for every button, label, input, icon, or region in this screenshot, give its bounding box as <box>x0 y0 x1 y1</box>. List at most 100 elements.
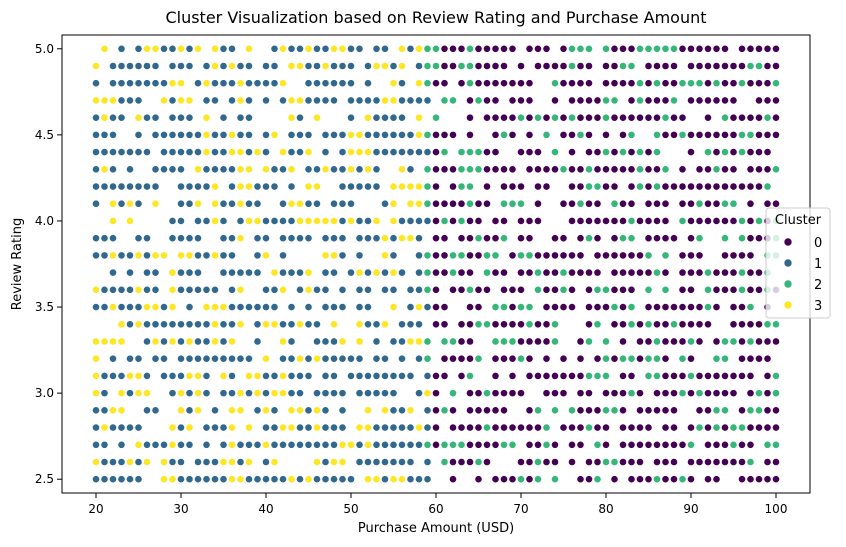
data-point-cluster-0 <box>610 148 619 156</box>
data-point-cluster-2 <box>627 354 636 363</box>
data-point-cluster-2 <box>440 337 449 346</box>
data-point-cluster-1 <box>330 268 338 277</box>
y-tick-label: 3.0 <box>35 386 54 400</box>
data-point-cluster-2 <box>712 165 721 174</box>
data-point-cluster-1 <box>304 303 313 311</box>
data-point-cluster-0 <box>585 130 593 139</box>
data-point-cluster-0 <box>610 354 619 363</box>
data-point-cluster-0 <box>687 475 695 484</box>
data-point-cluster-1 <box>228 251 236 260</box>
data-point-cluster-1 <box>219 234 228 243</box>
data-point-cluster-0 <box>729 165 738 174</box>
data-point-cluster-1 <box>100 148 109 156</box>
data-point-cluster-1 <box>219 217 228 225</box>
data-point-cluster-3 <box>347 217 355 225</box>
data-point-cluster-0 <box>483 285 491 294</box>
data-point-cluster-0 <box>483 165 491 174</box>
data-point-cluster-0 <box>508 372 517 380</box>
data-point-cluster-0 <box>500 165 508 174</box>
y-tick-label: 4.0 <box>35 214 54 228</box>
data-point-cluster-1 <box>398 458 406 466</box>
data-point-cluster-0 <box>772 199 780 208</box>
data-point-cluster-3 <box>330 320 338 329</box>
data-point-cluster-0 <box>704 79 712 88</box>
data-point-cluster-3 <box>219 372 228 380</box>
data-point-cluster-1 <box>406 458 415 466</box>
data-point-cluster-1 <box>151 285 160 294</box>
data-point-cluster-2 <box>738 79 746 88</box>
data-point-cluster-0 <box>755 182 763 191</box>
data-point-cluster-3 <box>355 130 364 139</box>
data-point-cluster-0 <box>602 165 610 174</box>
data-point-cluster-0 <box>534 165 542 174</box>
data-point-cluster-1 <box>347 372 355 380</box>
data-point-cluster-3 <box>236 199 245 208</box>
data-point-cluster-1 <box>423 148 432 156</box>
data-point-cluster-3 <box>236 406 245 415</box>
data-point-cluster-0 <box>542 372 551 380</box>
data-point-cluster-0 <box>474 79 483 88</box>
data-point-cluster-1 <box>304 372 313 380</box>
data-point-cluster-1 <box>338 234 347 243</box>
data-point-cluster-0 <box>474 285 483 294</box>
data-point-cluster-0 <box>772 62 780 70</box>
data-point-cluster-0 <box>432 389 440 398</box>
data-point-cluster-2 <box>670 44 678 53</box>
data-point-cluster-1 <box>185 389 194 398</box>
data-point-cluster-0 <box>644 440 653 449</box>
data-point-cluster-0 <box>483 44 491 53</box>
data-point-cluster-0 <box>432 285 440 294</box>
data-point-cluster-1 <box>194 285 202 294</box>
data-point-cluster-0 <box>772 96 780 105</box>
data-point-cluster-0 <box>525 217 534 225</box>
data-point-cluster-1 <box>236 354 245 363</box>
data-point-cluster-3 <box>398 234 406 243</box>
data-point-cluster-1 <box>126 389 134 398</box>
data-point-cluster-0 <box>712 62 721 70</box>
data-point-cluster-0 <box>721 285 729 294</box>
data-point-cluster-1 <box>194 458 202 466</box>
data-point-cluster-1 <box>296 148 304 156</box>
data-point-cluster-3 <box>211 44 219 53</box>
data-point-cluster-1 <box>219 354 228 363</box>
data-point-cluster-1 <box>304 354 313 363</box>
data-point-cluster-0 <box>593 234 602 243</box>
data-point-cluster-0 <box>466 113 474 122</box>
data-point-cluster-0 <box>678 44 687 53</box>
data-point-cluster-0 <box>755 268 763 277</box>
data-point-cluster-3 <box>270 130 279 139</box>
data-point-cluster-0 <box>576 96 585 105</box>
data-point-cluster-0 <box>763 337 772 346</box>
data-point-cluster-0 <box>534 320 542 329</box>
data-point-cluster-1 <box>262 62 270 70</box>
data-point-cluster-0 <box>525 354 534 363</box>
data-point-cluster-1 <box>117 251 126 260</box>
data-point-cluster-0 <box>466 423 474 432</box>
data-point-cluster-0 <box>670 372 678 380</box>
data-point-cluster-1 <box>228 79 236 88</box>
data-point-cluster-0 <box>585 113 593 122</box>
data-point-cluster-0 <box>525 165 534 174</box>
data-point-cluster-3 <box>389 96 398 105</box>
data-point-cluster-0 <box>508 251 517 260</box>
data-point-cluster-3 <box>330 217 338 225</box>
data-point-cluster-0 <box>763 165 772 174</box>
data-point-cluster-1 <box>304 96 313 105</box>
data-point-cluster-0 <box>678 165 687 174</box>
data-point-cluster-0 <box>542 182 551 191</box>
data-point-cluster-1 <box>398 130 406 139</box>
data-point-cluster-1 <box>279 354 287 363</box>
data-point-cluster-0 <box>585 389 593 398</box>
data-point-cluster-0 <box>661 389 670 398</box>
data-point-cluster-1 <box>296 372 304 380</box>
data-point-cluster-3 <box>364 165 372 174</box>
data-point-cluster-1 <box>219 337 228 346</box>
data-point-cluster-0 <box>440 44 449 53</box>
data-point-cluster-0 <box>585 199 593 208</box>
data-point-cluster-2 <box>585 44 593 53</box>
data-point-cluster-1 <box>364 285 372 294</box>
data-point-cluster-0 <box>593 165 602 174</box>
data-point-cluster-1 <box>109 268 117 277</box>
data-point-cluster-3 <box>92 389 100 398</box>
data-point-cluster-3 <box>372 62 381 70</box>
